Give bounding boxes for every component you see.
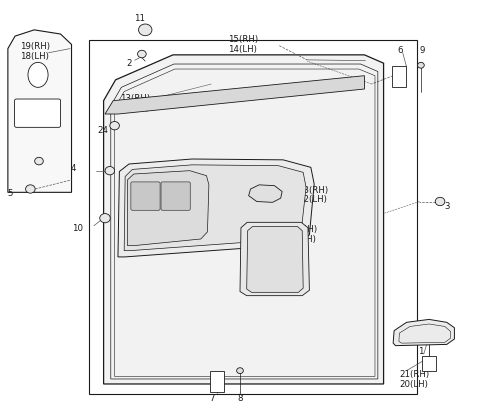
Circle shape	[213, 382, 221, 390]
Text: 7: 7	[209, 394, 215, 403]
Text: 22(LH): 22(LH)	[299, 195, 327, 204]
Text: 10: 10	[72, 224, 83, 234]
Circle shape	[35, 157, 43, 165]
Text: 11: 11	[134, 14, 145, 23]
Text: 16(LH): 16(LH)	[287, 235, 316, 244]
Text: 5: 5	[8, 189, 13, 198]
Polygon shape	[104, 55, 384, 384]
Text: 18(LH): 18(LH)	[20, 52, 48, 61]
Polygon shape	[105, 76, 364, 114]
Text: 17(RH): 17(RH)	[287, 225, 317, 234]
Polygon shape	[240, 222, 310, 296]
Text: 20(LH): 20(LH)	[399, 380, 428, 389]
Circle shape	[105, 166, 115, 175]
Text: 4: 4	[71, 164, 76, 173]
Circle shape	[418, 62, 424, 68]
FancyBboxPatch shape	[422, 357, 436, 372]
Text: 8: 8	[237, 394, 242, 403]
Text: 23(RH): 23(RH)	[299, 186, 328, 195]
Circle shape	[237, 368, 243, 374]
Polygon shape	[249, 185, 282, 202]
Polygon shape	[124, 165, 306, 251]
Text: 13(RH): 13(RH)	[120, 94, 150, 103]
Polygon shape	[118, 159, 314, 257]
FancyBboxPatch shape	[210, 371, 224, 393]
Circle shape	[100, 214, 110, 223]
Text: 3: 3	[445, 202, 450, 211]
FancyBboxPatch shape	[161, 182, 190, 210]
Circle shape	[110, 122, 120, 130]
Text: 24: 24	[97, 126, 108, 135]
Polygon shape	[8, 30, 72, 192]
Ellipse shape	[28, 62, 48, 87]
Circle shape	[138, 50, 146, 58]
Circle shape	[25, 185, 35, 193]
Circle shape	[435, 197, 445, 206]
Polygon shape	[393, 319, 455, 346]
Text: 15(RH): 15(RH)	[228, 36, 259, 44]
Circle shape	[139, 24, 152, 36]
Text: 9: 9	[420, 46, 425, 55]
Polygon shape	[247, 227, 303, 292]
Polygon shape	[89, 40, 417, 395]
Text: 21(RH): 21(RH)	[399, 370, 429, 379]
FancyBboxPatch shape	[131, 182, 160, 210]
Text: 1: 1	[418, 347, 423, 356]
Text: 6: 6	[397, 46, 403, 55]
Text: 14(LH): 14(LH)	[228, 45, 257, 54]
Text: 19(RH): 19(RH)	[20, 42, 50, 51]
Circle shape	[395, 73, 403, 80]
FancyBboxPatch shape	[392, 66, 406, 87]
FancyBboxPatch shape	[14, 99, 60, 127]
Text: 12(LH): 12(LH)	[120, 104, 149, 113]
Polygon shape	[128, 171, 209, 246]
Circle shape	[256, 187, 270, 199]
Text: 2: 2	[126, 59, 132, 68]
